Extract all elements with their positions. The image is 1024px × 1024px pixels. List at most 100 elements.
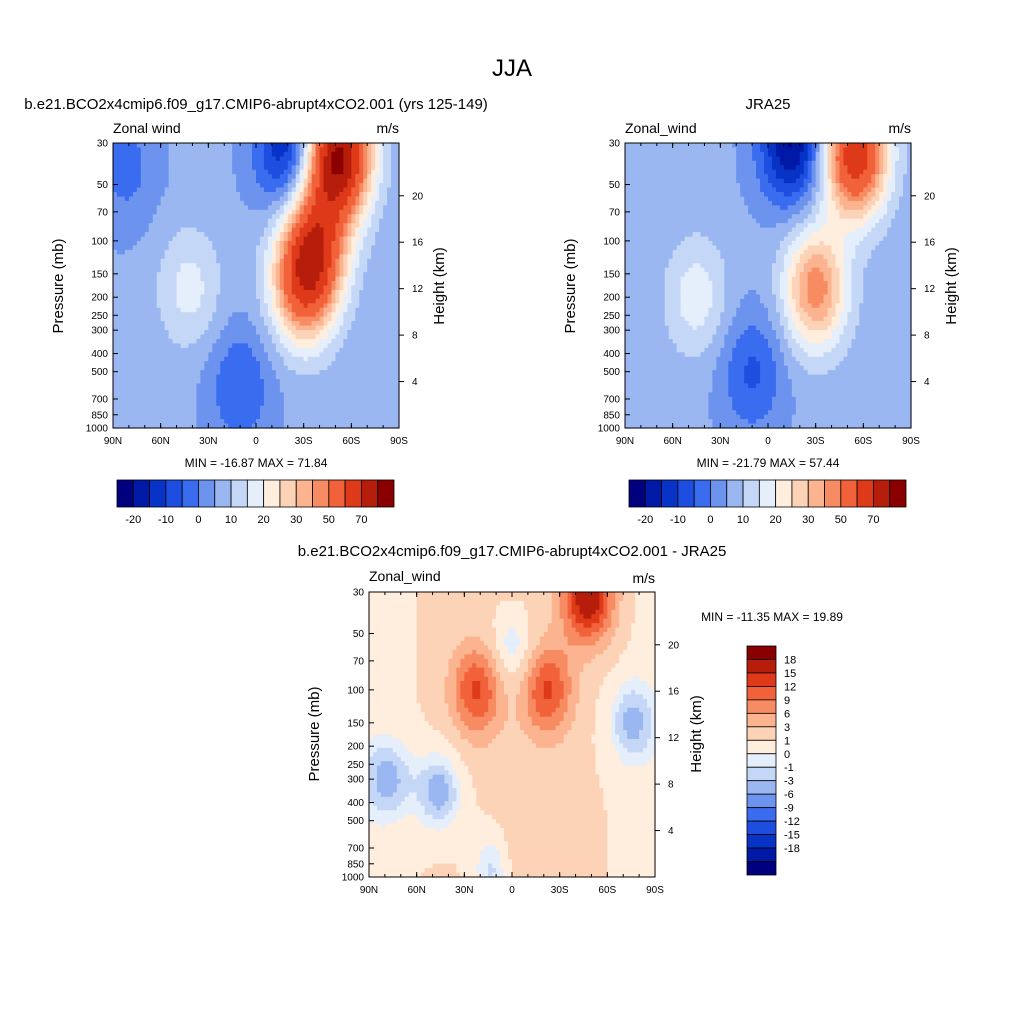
- contour-cell: [144, 316, 150, 322]
- contour-cell: [375, 191, 380, 198]
- contour-cell: [271, 401, 277, 407]
- contour-cell: [188, 316, 194, 322]
- panel-model: b.e21.BCO2x4cmip6.f09_g17.CMIP6-abrupt4x…: [24, 96, 488, 526]
- contour-cell: [196, 325, 201, 331]
- contour-cell: [164, 156, 170, 162]
- contour-cell: [160, 272, 166, 278]
- contour-cell: [383, 321, 388, 327]
- contour-cell: [636, 392, 642, 398]
- contour-cell: [224, 258, 229, 264]
- contour-cell: [295, 236, 301, 242]
- contour-cell: [636, 223, 642, 229]
- contour-cell: [152, 365, 158, 371]
- contour-cell: [204, 334, 209, 340]
- contour-cell: [232, 316, 237, 322]
- contour-cell: [319, 330, 325, 336]
- contour-cell: [176, 392, 182, 398]
- contour-cell: [160, 365, 166, 371]
- contour-cell: [295, 223, 301, 229]
- contour-cell: [252, 223, 257, 229]
- contour-cell: [200, 347, 205, 353]
- contour-cell: [188, 178, 194, 184]
- contour-cell: [632, 205, 638, 211]
- contour-cell: [176, 267, 182, 273]
- contour-cell: [208, 254, 213, 260]
- contour-cell: [299, 410, 305, 416]
- contour-cell: [259, 374, 265, 380]
- contour-cell: [120, 183, 126, 189]
- contour-cell: [295, 410, 301, 416]
- contour-cell: [267, 365, 273, 371]
- contour-cell: [208, 281, 213, 287]
- contour-cell: [283, 267, 289, 273]
- contour-cell: [263, 258, 269, 264]
- contour-cell: [160, 419, 166, 425]
- contour-cell: [224, 356, 229, 362]
- contour-cell: [387, 405, 392, 411]
- contour-cell: [240, 401, 245, 407]
- contour-cell: [200, 370, 205, 376]
- contour-cell: [144, 272, 150, 278]
- contour-cell: [283, 387, 289, 393]
- contour-cell: [263, 405, 269, 411]
- contour-cell: [351, 338, 356, 344]
- contour-cell: [152, 258, 158, 264]
- contour-cell: [283, 151, 289, 157]
- contour-cell: [295, 361, 301, 367]
- contour-cell: [291, 240, 297, 247]
- contour-cell: [307, 343, 313, 349]
- contour-cell: [331, 232, 337, 238]
- contour-cell: [355, 374, 360, 380]
- contour-cell: [220, 303, 225, 309]
- contour-cell: [267, 289, 273, 295]
- contour-cell: [220, 236, 225, 242]
- contour-cell: [196, 160, 201, 166]
- contour-cell: [192, 240, 198, 247]
- contour-cell: [327, 343, 333, 349]
- contour-cell: [140, 249, 146, 255]
- contour-cell: [259, 396, 265, 402]
- contour-cell: [192, 276, 198, 282]
- contour-cell: [311, 254, 317, 260]
- contour-cell: [176, 405, 182, 411]
- contour-cell: [291, 160, 297, 166]
- contour-cell: [136, 218, 142, 224]
- contour-cell: [283, 303, 289, 309]
- contour-cell: [224, 187, 229, 193]
- contour-cell: [256, 321, 261, 327]
- contour-cell: [256, 205, 261, 211]
- contour-cell: [303, 312, 309, 318]
- contour-cell: [160, 209, 166, 215]
- contour-cell: [180, 178, 186, 184]
- contour-cell: [299, 174, 305, 180]
- contour-cell: [275, 321, 281, 327]
- contour-cell: [259, 307, 265, 313]
- contour-cell: [311, 191, 317, 198]
- contour-cell: [295, 254, 301, 260]
- contour-cell: [184, 209, 190, 215]
- contour-cell: [351, 174, 356, 180]
- contour-cell: [391, 187, 396, 193]
- y-tick-label: 250: [91, 311, 108, 322]
- contour-cell: [136, 387, 142, 393]
- contour-cell: [172, 321, 178, 327]
- contour-cell: [216, 143, 221, 149]
- contour-cell: [343, 245, 348, 251]
- contour-cell: [395, 419, 400, 425]
- contour-cell: [263, 272, 269, 278]
- contour-cell: [252, 289, 257, 295]
- contour-cell: [299, 334, 305, 340]
- contour-cell: [160, 334, 166, 340]
- contour-cell: [335, 214, 341, 220]
- contour-cell: [339, 205, 344, 211]
- contour-cell: [172, 352, 178, 358]
- contour-cell: [303, 365, 309, 371]
- contour-cell: [124, 285, 130, 291]
- contour-cell: [299, 249, 305, 255]
- contour-cell: [375, 183, 380, 189]
- contour-cell: [283, 370, 289, 376]
- contour-cell: [208, 187, 213, 193]
- contour-cell: [299, 240, 305, 247]
- contour-cell: [343, 187, 348, 193]
- contour-cell: [144, 307, 150, 313]
